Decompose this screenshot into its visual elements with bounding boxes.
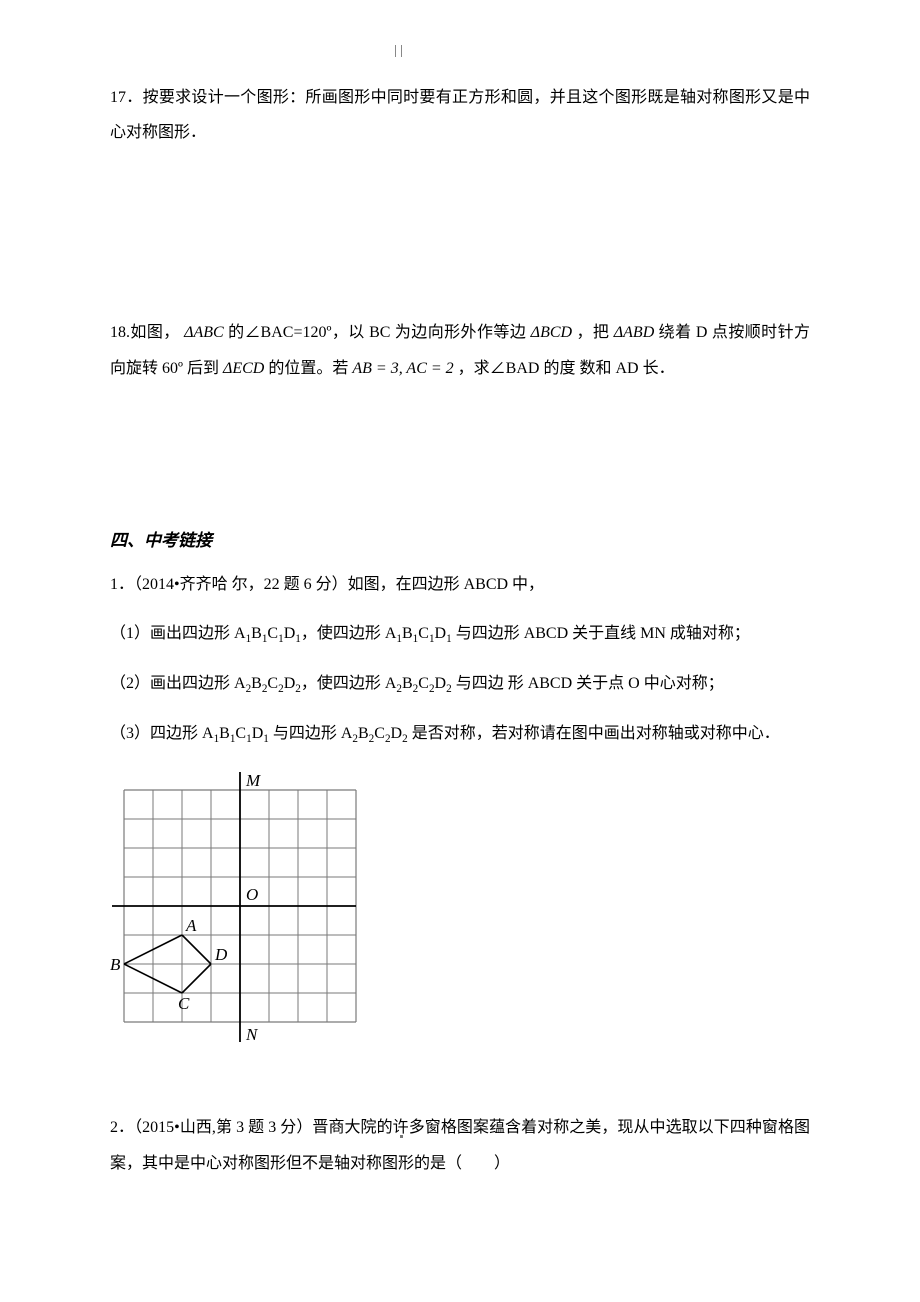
t: C [418, 625, 429, 642]
section-4-heading: 四、中考链接 [110, 526, 810, 551]
svg-text:A: A [185, 916, 197, 935]
q18-eq1: AB = 3, AC = 2 [352, 360, 453, 377]
zk1-part2: （2）画出四边形 A2B2C2D2，使四边形 A2B2C2D2 与四边 形 AB… [110, 666, 810, 702]
svg-text:C: C [178, 994, 190, 1013]
q17-text: 按要求设计一个图形：所画图形中同时要有正方形和圆，并且这个图形既是轴对称图形又是… [110, 89, 810, 141]
t: C [374, 725, 385, 742]
t: ，使四边形 A [301, 625, 397, 642]
zk2-text: 2．（2015•山西,第 3 题 3 分）晋商大院的许多窗格图案蕴含着对称之美，… [110, 1110, 810, 1180]
t: D [284, 675, 296, 692]
zk1-intro: 1．（2014•齐齐哈 尔，22 题 6 分）如图，在四边形 ABCD 中， [110, 567, 810, 602]
question-17: 17．按要求设计一个图形：所画图形中同时要有正方形和圆，并且这个图形既是轴对称图… [110, 80, 810, 150]
q18-tail: ，求∠BAD 的度 数和 AD 长． [458, 360, 675, 377]
t: 是否对称，若对称请在图中画出对称轴或对称中心． [408, 725, 780, 742]
t: （3）四边形 A [110, 725, 214, 742]
t: ，使四边形 A [301, 675, 397, 692]
zk1-part1: （1）画出四边形 A1B1C1D1，使四边形 A1B1C1D1 与四边形 ABC… [110, 616, 810, 652]
t: B [219, 725, 230, 742]
t: 与四边形 ABCD 关于直线 MN 成轴对称； [452, 625, 750, 642]
t: 与四边 形 ABCD 关于点 O 中心对称； [452, 675, 724, 692]
t: （1）画出四边形 A [110, 625, 246, 642]
q18-tri2: ΔBCD [531, 324, 572, 341]
svg-text:O: O [246, 885, 258, 904]
t: C [235, 725, 246, 742]
svg-text:B: B [110, 955, 121, 974]
t: D [284, 625, 296, 642]
t: B [251, 625, 262, 642]
q18-tri1: ΔABC [184, 324, 224, 341]
q18-prefix: 18.如图， [110, 324, 180, 341]
q18-mid4: 的位置。若 [268, 360, 348, 377]
svg-text:N: N [245, 1025, 259, 1044]
t: B [251, 675, 262, 692]
svg-text:M: M [245, 771, 261, 790]
t: D [391, 725, 403, 742]
q18-mid1: 的∠BAC=120º，以 BC 为边向形外作等边 [228, 324, 526, 341]
t: C [267, 625, 278, 642]
svg-text:D: D [214, 945, 228, 964]
q18-tri4: ΔECD [223, 360, 264, 377]
t: B [402, 675, 413, 692]
zk1-part3: （3）四边形 A1B1C1D1 与四边形 A2B2C2D2 是否对称，若对称请在… [110, 716, 810, 752]
t: B [402, 625, 413, 642]
t: 与四边形 A [269, 725, 353, 742]
q17-num: 17． [110, 89, 143, 106]
t: C [267, 675, 278, 692]
q18-tri3: ΔABD [614, 324, 655, 341]
t: （2）画出四边形 A [110, 675, 246, 692]
q18-mid2: ，把 [576, 324, 609, 341]
t: D [435, 625, 447, 642]
t: C [418, 675, 429, 692]
t: D [252, 725, 264, 742]
question-18: 18.如图， ΔABC 的∠BAC=120º，以 BC 为边向形外作等边 ΔBC… [110, 315, 810, 385]
zk1-figure: M N O A B C D [110, 765, 810, 1050]
t: B [358, 725, 369, 742]
t: D [435, 675, 447, 692]
